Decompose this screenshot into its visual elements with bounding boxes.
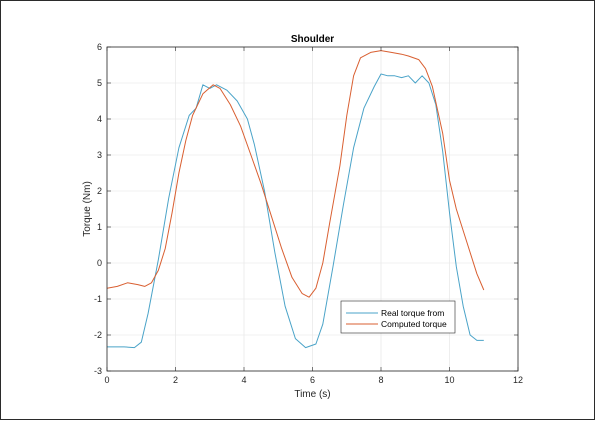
- y-tick-label: 4: [97, 114, 102, 124]
- x-tick-label: 0: [104, 375, 109, 385]
- y-axis-label: Torque (Nm): [82, 181, 93, 237]
- legend-label-series-1: Real torque from: [381, 308, 444, 318]
- x-tick-label: 8: [378, 375, 383, 385]
- series-line-1: [107, 73, 484, 349]
- y-tick-label: 0: [97, 258, 102, 268]
- legend: Real torque from Computed torque: [340, 300, 456, 334]
- y-tick-label: 3: [97, 150, 102, 160]
- series-group: [106, 50, 485, 349]
- x-tick-label: 4: [241, 375, 246, 385]
- legend-box: [340, 300, 456, 334]
- x-tick-label: 6: [310, 375, 315, 385]
- y-tick-label: -3: [94, 366, 102, 376]
- y-tick-label: 2: [97, 186, 102, 196]
- series-line-2: [106, 50, 485, 298]
- x-tick-label: 2: [173, 375, 178, 385]
- x-tick-label: 12: [513, 375, 523, 385]
- y-tick-label: -2: [94, 330, 102, 340]
- y-tick-label: 1: [97, 222, 102, 232]
- chart-title: Shoulder: [291, 34, 334, 45]
- y-tick-label: 5: [97, 78, 102, 88]
- y-tick-label: -1: [94, 294, 102, 304]
- x-tick-label: 10: [444, 375, 454, 385]
- y-tick-label: 6: [97, 42, 102, 52]
- x-axis-label: Time (s): [294, 389, 330, 400]
- legend-label-series-2: Computed torque: [381, 319, 447, 329]
